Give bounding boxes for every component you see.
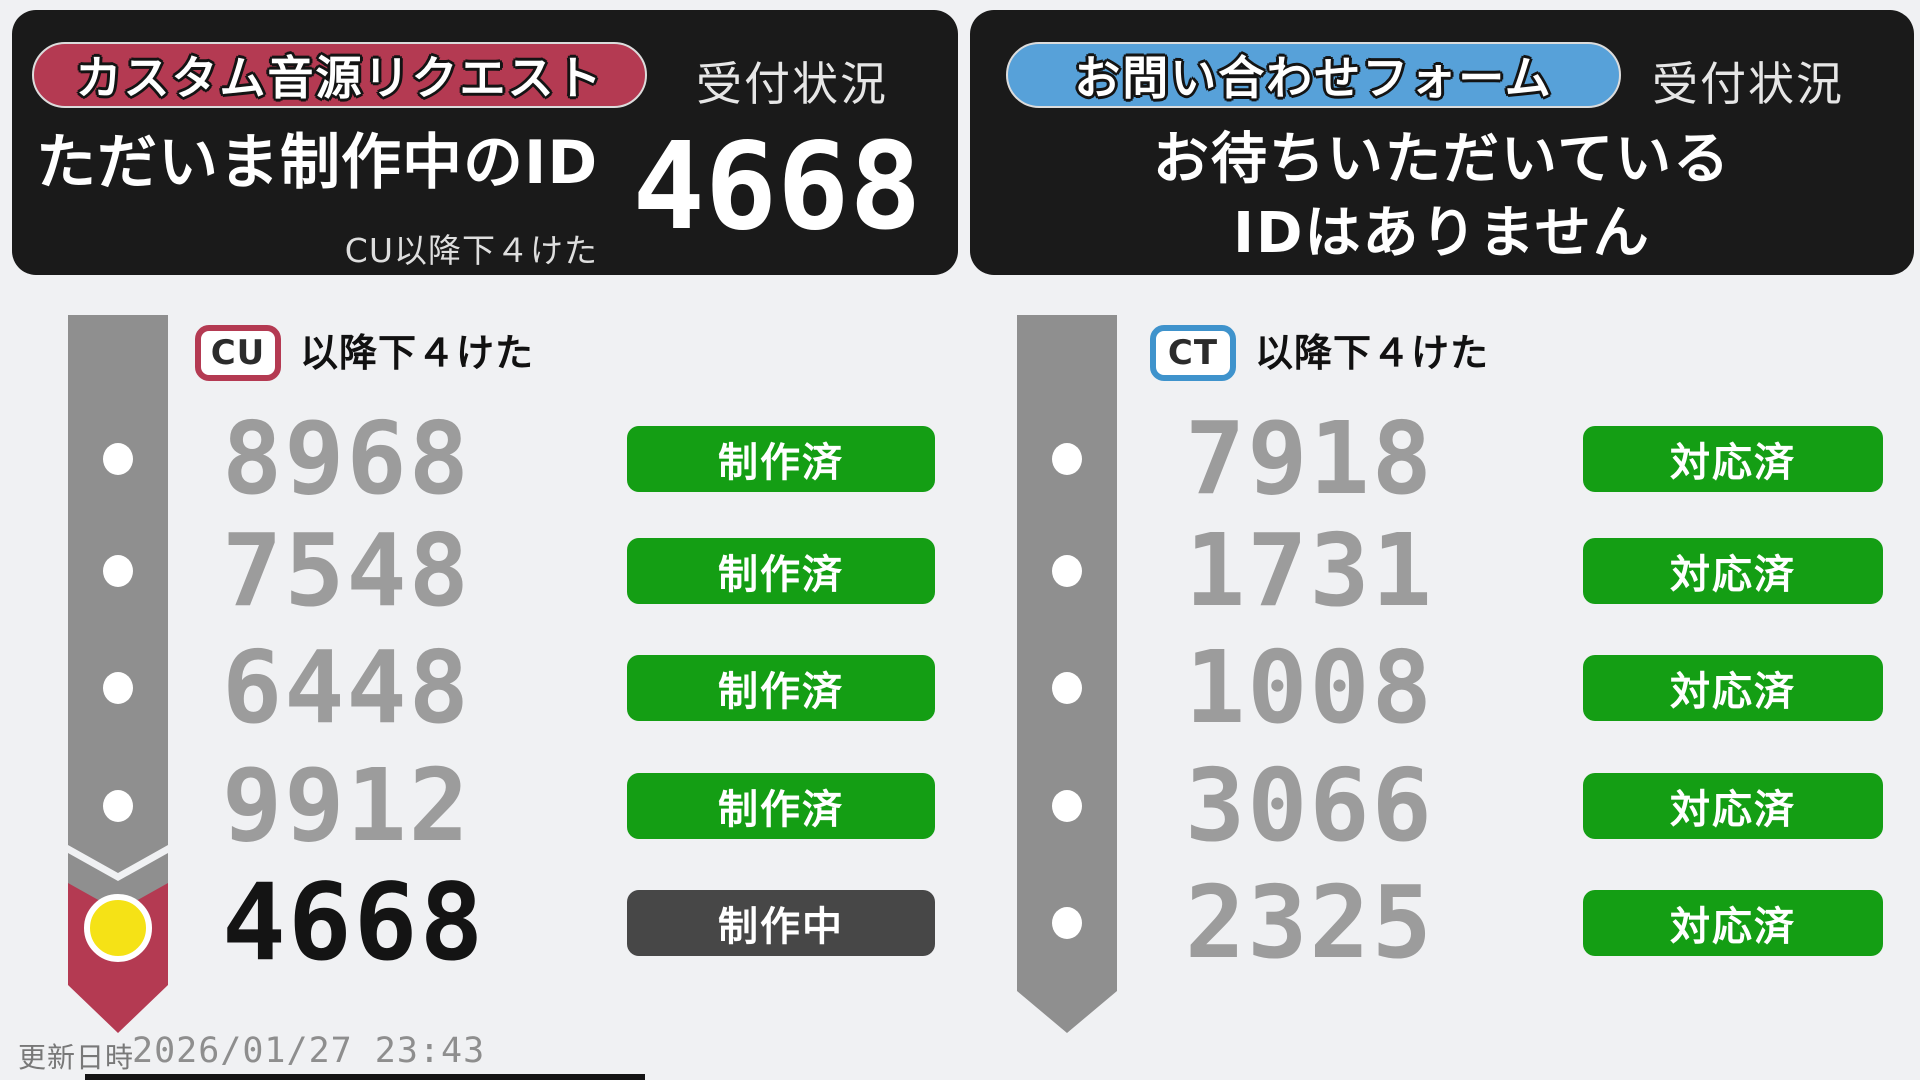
status-badge-handled: 対応済 bbox=[1583, 426, 1883, 492]
timeline-dot bbox=[103, 790, 133, 822]
now-producing-id: 4668 bbox=[632, 118, 922, 257]
request-id: 9912 bbox=[222, 747, 471, 864]
bottom-ticker-sliver bbox=[85, 1074, 645, 1080]
status-badge-handled: 対応済 bbox=[1583, 773, 1883, 839]
timeline-dot bbox=[103, 443, 133, 475]
status-badge-handled: 対応済 bbox=[1583, 538, 1883, 604]
custom-request-pill: カスタム音源リクエスト bbox=[32, 42, 647, 108]
timeline-dot bbox=[103, 555, 133, 587]
custom-request-panel: カスタム音源リクエスト 受付状況 ただいま制作中のID CU以降下４けた 466… bbox=[12, 10, 958, 275]
ct-prefix-suffix: 以降下４けた bbox=[1255, 331, 1490, 375]
left-timeline-bar bbox=[68, 315, 168, 873]
left-status-label: 受付状況 bbox=[696, 57, 888, 111]
contact-form-panel: お問い合わせフォーム 受付状況 お待ちいただいている IDはありません bbox=[970, 10, 1914, 275]
request-id: 6448 bbox=[222, 629, 471, 746]
right-status-label: 受付状況 bbox=[1652, 57, 1844, 111]
status-badge-done: 制作済 bbox=[627, 773, 935, 839]
ct-prefix-badge: CT bbox=[1150, 325, 1236, 381]
request-id: 7548 bbox=[222, 512, 471, 629]
timeline-dot bbox=[1052, 555, 1082, 587]
current-item-marker bbox=[84, 894, 152, 962]
timeline-dot bbox=[1052, 907, 1082, 939]
timeline-dot bbox=[1052, 443, 1082, 475]
updated-datetime-label: 更新日時 bbox=[18, 1041, 135, 1074]
cu-prefix-badge: CU bbox=[195, 325, 281, 381]
status-badge-handled: 対応済 bbox=[1583, 890, 1883, 956]
inquiry-id: 3066 bbox=[1185, 747, 1434, 864]
contact-form-pill: お問い合わせフォーム bbox=[1006, 42, 1621, 108]
now-producing-sub-label: CU以降下４けた bbox=[344, 231, 598, 270]
inquiry-id: 1731 bbox=[1185, 512, 1434, 629]
cu-prefix-suffix: 以降下４けた bbox=[300, 331, 535, 375]
status-badge-done: 制作済 bbox=[627, 426, 935, 492]
status-badge-done: 制作済 bbox=[627, 655, 935, 721]
status-badge-done: 制作済 bbox=[627, 538, 935, 604]
request-id-current: 4668 bbox=[222, 861, 486, 984]
no-waiting-message-line1: お待ちいただいている bbox=[1152, 127, 1732, 192]
timeline-dot bbox=[1052, 672, 1082, 704]
timeline-dot bbox=[103, 672, 133, 704]
no-waiting-message-line2: IDはありません bbox=[1233, 201, 1651, 266]
status-badge-in-progress: 制作中 bbox=[627, 890, 935, 956]
inquiry-id: 2325 bbox=[1185, 864, 1434, 981]
inquiry-id: 1008 bbox=[1185, 629, 1434, 746]
status-badge-handled: 対応済 bbox=[1583, 655, 1883, 721]
now-producing-label: ただいま制作中のID bbox=[36, 128, 599, 198]
request-id: 8968 bbox=[222, 400, 471, 517]
updated-datetime-value: 2026/01/27 23:43 bbox=[132, 1031, 486, 1071]
timeline-dot bbox=[1052, 790, 1082, 822]
inquiry-id: 7918 bbox=[1185, 400, 1434, 517]
